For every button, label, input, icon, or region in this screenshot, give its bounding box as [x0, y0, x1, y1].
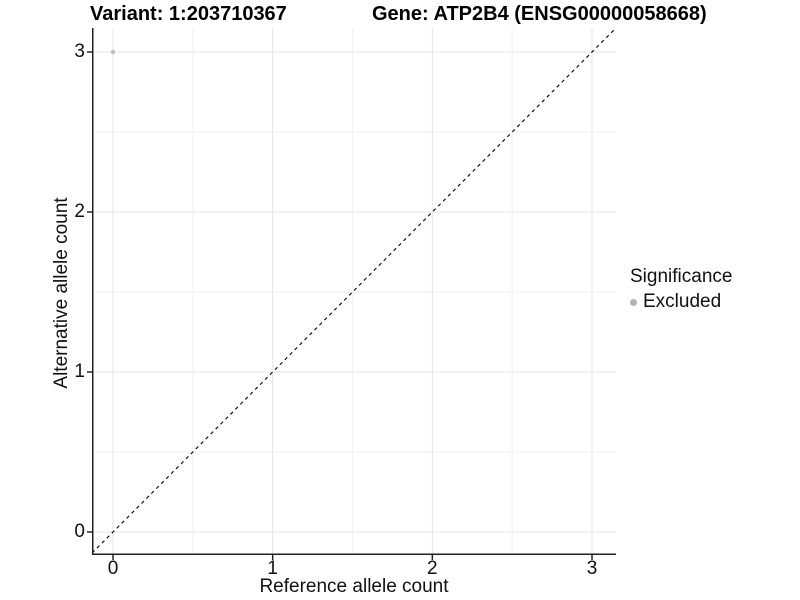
legend-title: Significance	[630, 266, 733, 287]
x-tick-label: 1	[267, 558, 278, 579]
legend-entry-excluded: Excluded	[630, 291, 732, 313]
x-tick-label: 0	[107, 558, 119, 579]
legend-marker-circle-icon	[630, 298, 637, 306]
y-axis-title: Alternative allele count	[51, 197, 72, 389]
x-axis-title: Reference allele count	[259, 576, 449, 597]
legend-entries: Excluded	[630, 291, 732, 313]
y-tick-label: 1	[74, 361, 85, 382]
y-tick-label: 2	[74, 201, 85, 222]
y-tick-label: 0	[74, 521, 85, 542]
x-tick-label: 3	[586, 558, 598, 579]
plot-panel	[87, 27, 617, 560]
plot-title-gene: Gene: ATP2B4 (ENSG00000058668)	[372, 3, 707, 25]
data-point-excluded	[110, 49, 116, 55]
plot-title-variant: Variant: 1:203710367	[90, 3, 287, 25]
legend: Significance Excluded	[630, 266, 732, 313]
identity-reference-line	[91, 27, 617, 554]
legend-entry-label: Excluded	[643, 291, 722, 312]
x-tick-label: 2	[427, 558, 438, 579]
y-tick-label: 3	[74, 41, 85, 62]
